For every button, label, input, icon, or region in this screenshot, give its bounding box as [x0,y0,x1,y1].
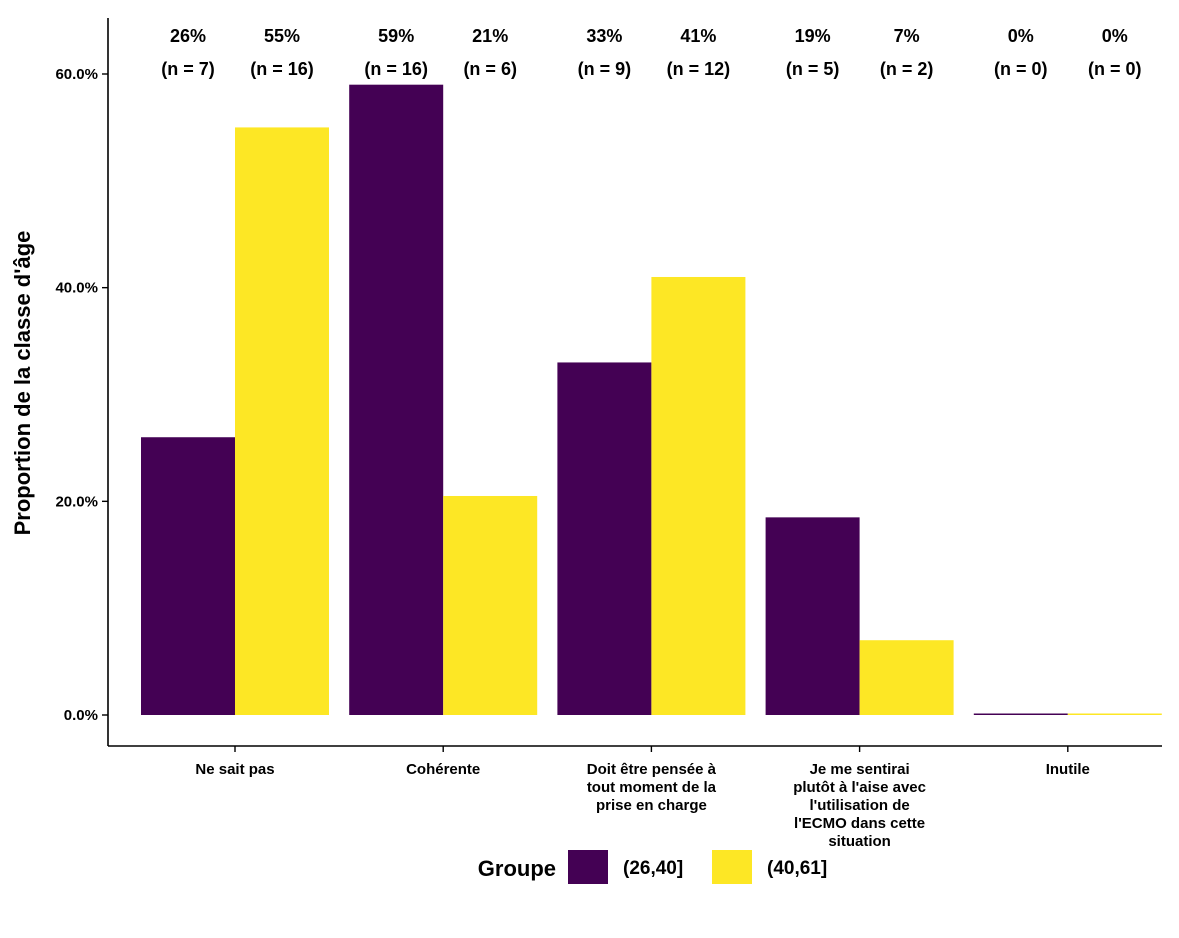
bars [141,84,1162,715]
y-tick-label: 0.0% [64,707,98,724]
bar-n-label: (n = 0) [994,59,1048,79]
x-axis: Ne sait pas Cohérente Doit être pensée à to… [108,745,1162,850]
x-tick-label: Doit être pensée à tout moment de la prise… [587,761,717,814]
bar-pct-label: 21% [472,26,508,46]
bar [443,495,538,715]
bar [1067,713,1162,715]
x-tick-label: Inutile [1046,761,1090,778]
bar [765,517,860,715]
x-tick-label: Ne sait pas [195,761,274,778]
y-axis-title: Proportion de la classe d'âge [10,231,35,536]
x-tick-label: Je me sentirai plutôt à l'aise avec l'util… [793,761,926,850]
bar-n-label: (n = 0) [1088,59,1142,79]
legend-key [568,850,608,884]
bar-n-label: (n = 5) [786,59,840,79]
data-labels: 26% (n = 7) 59% (n = 16) 33% (n = 9) 19% (n = 5… [161,26,1141,79]
bar [557,362,652,715]
bar-pct-label: 55% [264,26,300,46]
bar-pct-label: 41% [680,26,716,46]
x-tick-label: Cohérente [406,761,480,778]
y-tick-label: 40.0% [55,280,98,297]
bar [859,640,954,715]
bar-n-label: (n = 16) [250,59,314,79]
legend-label: (40,61] [767,858,827,879]
bar-n-label: (n = 2) [880,59,934,79]
bar [973,713,1068,715]
y-tick-label: 20.0% [55,493,98,510]
y-tick-label: 60.0% [55,66,98,83]
bar [349,84,444,715]
legend: Groupe (26,40] (40,61] [478,850,827,884]
legend-title: Groupe [478,856,556,881]
bar [141,437,235,715]
bar [651,276,746,715]
bar-pct-label: 0% [1008,26,1034,46]
bar-n-label: (n = 12) [667,59,731,79]
bar-pct-label: 26% [170,26,206,46]
bar [235,127,329,715]
legend-label: (26,40] [623,858,683,879]
bar-pct-label: 59% [378,26,414,46]
bar-n-label: (n = 16) [364,59,428,79]
bar-n-label: (n = 9) [578,59,632,79]
bar-n-label: (n = 6) [463,59,517,79]
bar-pct-label: 19% [795,26,831,46]
bar-pct-label: 33% [586,26,622,46]
legend-key [712,850,752,884]
y-axis: 0.0% 20.0% 40.0% 60.0% [55,18,109,746]
bar-n-label: (n = 7) [161,59,215,79]
bar-pct-label: 0% [1102,26,1128,46]
bar-pct-label: 7% [894,26,920,46]
